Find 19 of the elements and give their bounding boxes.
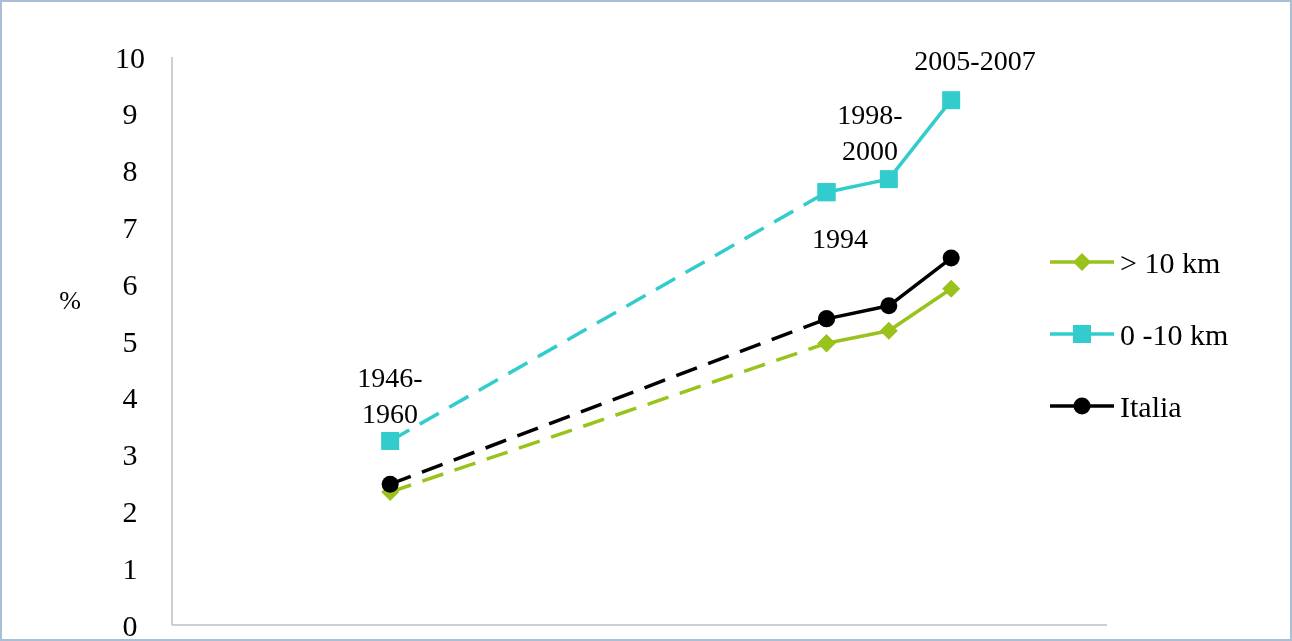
y-tick-label: 2 [122, 494, 138, 528]
legend-label: 0 -10 km [1120, 317, 1229, 351]
y-tick-label: 1 [122, 551, 138, 585]
annotation: 1998- 2000 [837, 98, 903, 166]
y-tick-label: 6 [122, 267, 138, 301]
y-tick-label: 0 [122, 608, 138, 641]
annotation: 2005-2007 [914, 44, 1036, 76]
y-tick-label: 4 [122, 381, 138, 415]
y-tick-label: 8 [122, 154, 138, 188]
y-tick-label: 3 [122, 438, 138, 472]
legend-label: Italia [1120, 389, 1182, 423]
annotation: 1994 [812, 222, 868, 254]
legend-label: > 10 km [1120, 245, 1221, 279]
annotation: 1946- 1960 [357, 361, 423, 429]
y-tick-label: 7 [122, 210, 138, 244]
y-tick-label: 10 [115, 40, 145, 74]
y-tick-label: 5 [122, 324, 138, 358]
y-tick-label: 9 [122, 97, 138, 131]
y-axis-title: % [59, 285, 81, 315]
